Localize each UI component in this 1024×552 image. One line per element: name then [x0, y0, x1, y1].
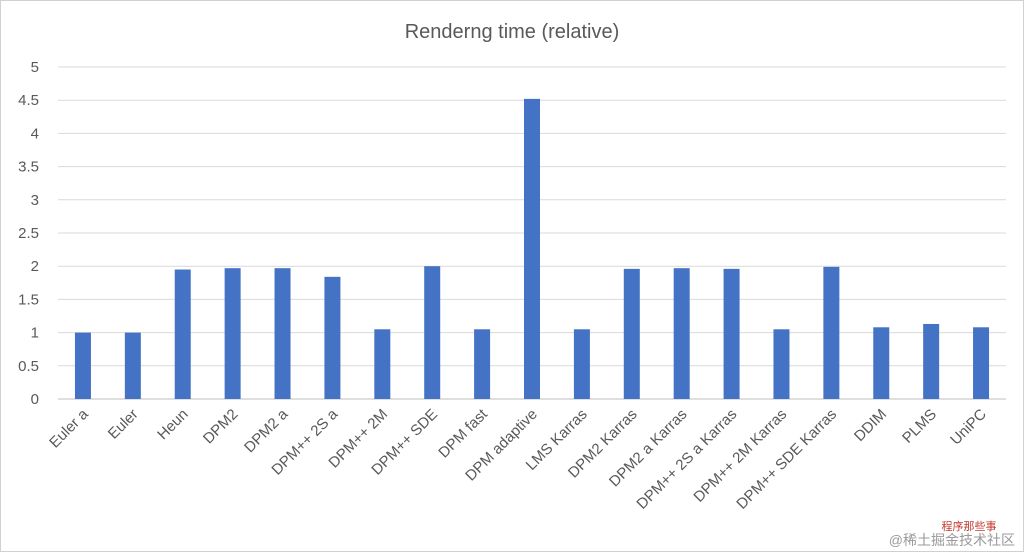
- bar: [823, 266, 840, 399]
- x-tick-label: Euler a: [46, 405, 92, 451]
- bar: [274, 268, 291, 399]
- bar: [174, 269, 191, 399]
- bars: [74, 98, 990, 399]
- bar: [573, 329, 590, 399]
- y-axis-ticks: 0 0.5 1 1.5 2 2.5 3 3.5 4 4.5 5: [18, 59, 39, 408]
- y-tick-label: 3: [31, 192, 39, 209]
- bar: [673, 268, 690, 399]
- y-tick-label: 0: [31, 391, 39, 408]
- y-tick-label: 3.5: [18, 159, 39, 176]
- y-tick-label: 2.5: [18, 225, 39, 242]
- y-tick-label: 2: [31, 258, 39, 275]
- y-tick-label: 1: [31, 325, 39, 342]
- bar: [74, 332, 91, 399]
- bar: [374, 329, 391, 399]
- x-tick-label: Heun: [154, 406, 191, 443]
- bar: [623, 268, 640, 399]
- bar: [923, 323, 940, 399]
- bar: [424, 266, 441, 399]
- bar: [873, 327, 890, 399]
- bar: [773, 329, 790, 399]
- y-tick-label: 1.5: [18, 291, 39, 308]
- x-tick-label: Euler: [105, 406, 142, 443]
- x-tick-label: DPM++ 2M Karras: [690, 406, 790, 506]
- bar: [973, 327, 990, 399]
- x-tick-label: DPM++ SDE Karras: [733, 406, 840, 513]
- x-tick-label: DPM2 a: [241, 405, 292, 456]
- bar: [124, 332, 141, 399]
- bar: [723, 268, 740, 399]
- chart-title: Renderng time (relative): [405, 21, 620, 43]
- x-tick-label: UniPC: [947, 406, 990, 449]
- y-tick-label: 0.5: [18, 358, 39, 375]
- y-tick-label: 5: [31, 59, 39, 76]
- x-tick-label: DPM2: [200, 406, 241, 447]
- y-tick-label: 4.5: [18, 92, 39, 109]
- y-tick-label: 4: [31, 125, 39, 142]
- x-tick-label: DDIM: [851, 406, 890, 445]
- watermark-line2: @稀土掘金技术社区: [889, 532, 1015, 548]
- bar: [224, 268, 241, 399]
- bar: [474, 329, 491, 399]
- bar: [324, 276, 341, 399]
- watermark-line1: 程序那些事: [942, 519, 997, 533]
- x-tick-label: PLMS: [899, 406, 940, 447]
- bar: [524, 98, 540, 399]
